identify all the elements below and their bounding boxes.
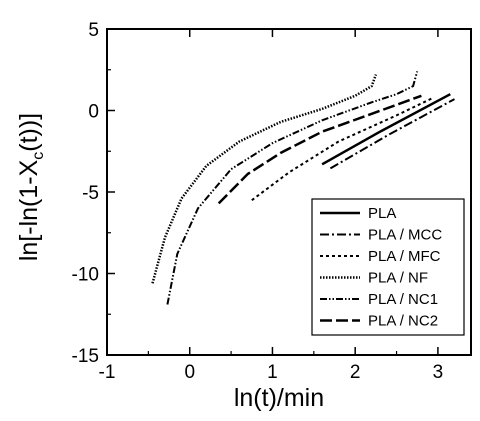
- series-line-4: [151, 74, 378, 284]
- legend-box: [311, 198, 465, 336]
- axis-ticks: -1 0 1 2 350-5-10-15: [72, 20, 444, 383]
- x-tick-label: 3: [433, 362, 444, 383]
- y-tick-label: -5: [82, 183, 99, 204]
- y-axis-title-subscript: c: [30, 152, 47, 160]
- series-line-5: [166, 71, 419, 305]
- legend-label-2: PLA / MCC: [368, 227, 442, 244]
- y-axis-title: ln[-ln(1-Xc(t))]: [15, 113, 47, 261]
- x-tick-label: 1: [267, 362, 278, 383]
- y-tick-label: 0: [88, 102, 99, 123]
- y-axis-title-part-1: ln[-ln(1-X: [15, 159, 43, 261]
- legend-label-5: PLA / NC1: [368, 291, 438, 308]
- series-line-2: [329, 98, 455, 170]
- series-line-3: [251, 96, 435, 202]
- series-lines: [151, 71, 455, 305]
- series-line-1: [321, 93, 451, 166]
- x-tick-label: 0: [184, 362, 195, 383]
- y-tick-label: -15: [72, 346, 99, 367]
- legend-label-4: PLA / NF: [368, 270, 428, 287]
- y-tick-label: 5: [88, 20, 99, 41]
- x-axis-title: ln(t)/min: [234, 384, 324, 412]
- y-tick-label: -10: [72, 265, 99, 286]
- y-axis-title-part-2: (t))]: [15, 113, 43, 152]
- series-line-6: [217, 94, 422, 205]
- legend: PLA PLA / MCC PLA / MFC PLA / NF PLA / NC1 PL…: [311, 198, 465, 336]
- legend-label-1: PLA: [368, 205, 396, 222]
- x-tick-label: 2: [350, 362, 361, 383]
- x-tick-label: -1: [99, 362, 116, 383]
- legend-label-3: PLA / MFC: [368, 248, 441, 265]
- legend-label-6: PLA / NC2: [368, 313, 438, 330]
